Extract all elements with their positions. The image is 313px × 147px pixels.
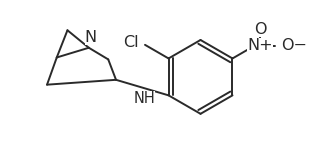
Text: N+: N+ <box>247 38 273 53</box>
Text: NH: NH <box>133 91 155 106</box>
Text: O−: O− <box>282 38 307 53</box>
Text: O: O <box>254 22 266 37</box>
Text: Cl: Cl <box>124 35 139 50</box>
Text: N: N <box>85 30 97 45</box>
